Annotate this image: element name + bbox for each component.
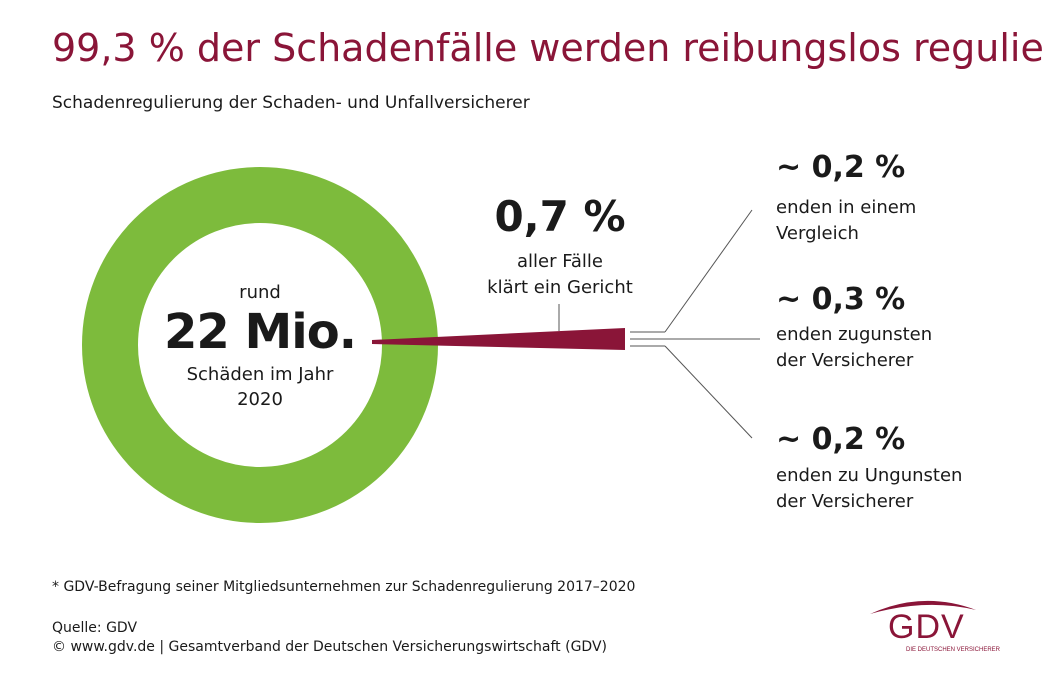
- ring-slice-reibungslos: [82, 167, 438, 523]
- branch-connector-0: [664, 209, 753, 333]
- branch-label-line2: der Versicherer: [776, 491, 914, 512]
- branch-label-line1: enden zugunsten: [776, 324, 933, 345]
- center-total-value: 22 Mio.: [164, 304, 357, 360]
- court-slice-wedge: [372, 328, 625, 350]
- branch-label-vergleich: enden in einem Vergleich: [776, 195, 916, 247]
- footnote: * GDV-Befragung seiner Mitgliedsunterneh…: [52, 579, 636, 595]
- page-subtitle: Schadenregulierung der Schaden- und Unfa…: [52, 93, 530, 113]
- branch-pct-ungunsten: ~ 0,2 %: [776, 422, 906, 457]
- branch-label-zugunsten: enden zugunsten der Versicherer: [776, 322, 932, 374]
- court-label-line2: klärt ein Gericht: [487, 277, 633, 298]
- branch-label-line2: der Versicherer: [776, 350, 914, 371]
- source-block: Quelle: GDV © www.gdv.de | Gesamtverband…: [52, 619, 607, 657]
- source-line: Quelle: GDV: [52, 620, 138, 636]
- branch-pct-zugunsten: ~ 0,3 %: [776, 282, 906, 317]
- logo-swoosh-icon: [870, 600, 976, 614]
- branch-label-ungunsten: enden zu Ungunsten der Versicherer: [776, 463, 962, 515]
- court-percentage: 0,7 %: [494, 192, 626, 241]
- gdv-logo: GDV DIE DEUTSCHEN VERSICHERER: [868, 596, 1000, 656]
- center-prefix: rund: [239, 282, 281, 303]
- logo-text: GDV: [888, 608, 965, 646]
- logo-subtext: DIE DEUTSCHEN VERSICHERER: [906, 647, 1001, 653]
- center-unit-line1: Schäden im Jahr: [186, 364, 334, 385]
- center-unit-line2: 2020: [237, 389, 283, 410]
- branch-label-line1: enden zu Ungunsten: [776, 465, 963, 486]
- court-label-line1: aller Fälle: [516, 251, 604, 272]
- center-unit: Schäden im Jahr 2020: [160, 362, 360, 412]
- branch-connector-2: [664, 345, 753, 439]
- court-label: aller Fälle klärt ein Gericht: [470, 249, 650, 301]
- branch-label-line2: Vergleich: [776, 223, 859, 244]
- branch-pct-vergleich: ~ 0,2 %: [776, 150, 906, 185]
- branch-label-line1: enden in einem: [776, 197, 917, 218]
- copyright-line: © www.gdv.de | Gesamtverband der Deutsch…: [52, 639, 608, 655]
- wedge-split-lines: [630, 331, 665, 347]
- page-title: 99,3 % der Schadenfälle werden reibungsl…: [52, 26, 1045, 70]
